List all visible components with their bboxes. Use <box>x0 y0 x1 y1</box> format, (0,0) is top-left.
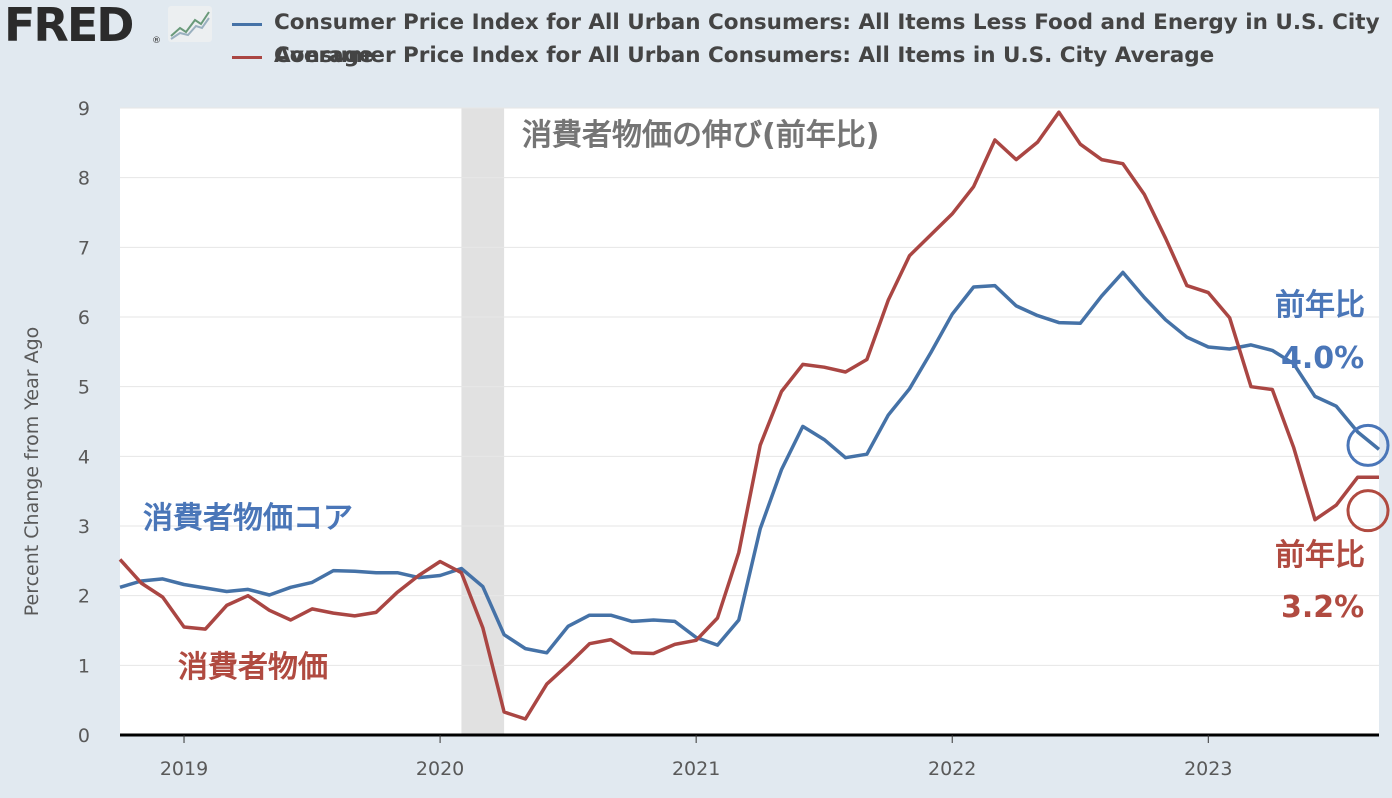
legend-label: Consumer Price Index for All Urban Consu… <box>274 10 1380 35</box>
x-tick-label: 2021 <box>672 758 720 780</box>
y-axis-label: Percent Change from Year Ago <box>21 327 43 617</box>
y-tick-label: 7 <box>78 237 90 259</box>
grid-lines <box>120 107 1379 737</box>
annotation-cpi-yoy-value: 3.2% <box>1281 590 1364 625</box>
annotation-title: 消費者物価の伸び(前年比) <box>522 118 879 153</box>
series-line-1 <box>118 110 1379 721</box>
y-tick-label: 0 <box>78 725 90 747</box>
x-tick-label: 2023 <box>1184 758 1232 780</box>
series-lines <box>118 110 1381 721</box>
registered-mark: ® <box>152 36 161 46</box>
y-tick-label: 2 <box>78 586 90 608</box>
core-endpoint-circle <box>1346 423 1390 467</box>
y-tick-label: 3 <box>78 516 90 538</box>
legend-swatch <box>232 23 262 26</box>
plot-area <box>120 108 1379 735</box>
y-axis-ticks: 0 1 2 3 4 5 6 7 8 9 <box>78 98 90 747</box>
recession-shading <box>461 108 505 735</box>
legend-label-continued: Average <box>274 43 374 68</box>
fred-logo[interactable]: FRED <box>4 0 134 52</box>
y-tick-label: 4 <box>78 446 90 468</box>
x-tick-label: 2020 <box>416 758 464 780</box>
y-tick-label: 9 <box>78 98 90 120</box>
annotation-core-yoy-label: 前年比 <box>1275 288 1365 323</box>
chart-header: FRED ® Consumer Price Index for All Urba… <box>0 0 1392 100</box>
line-graph-icon <box>168 6 212 42</box>
annotation-cpi-label: 消費者物価 <box>178 650 328 685</box>
y-tick-label: 6 <box>78 307 90 329</box>
legend-label: Consumer Price Index for All Urban Consu… <box>274 43 1215 68</box>
series-line-0 <box>119 270 1381 655</box>
cpi-endpoint-circle <box>1346 489 1390 533</box>
x-tick-label: 2022 <box>928 758 976 780</box>
annotation-core-label: 消費者物価コア <box>143 501 353 536</box>
annotation-core-yoy-value: 4.0% <box>1281 341 1364 376</box>
annotation-cpi-yoy-label: 前年比 <box>1275 538 1365 573</box>
y-tick-label: 5 <box>78 377 90 399</box>
x-tick-label: 2019 <box>160 758 208 780</box>
legend-swatch <box>232 56 262 59</box>
y-tick-label: 8 <box>78 168 90 190</box>
x-axis-ticks: 2019 2020 2021 2022 2023 <box>160 735 1232 780</box>
y-tick-label: 1 <box>78 655 90 677</box>
